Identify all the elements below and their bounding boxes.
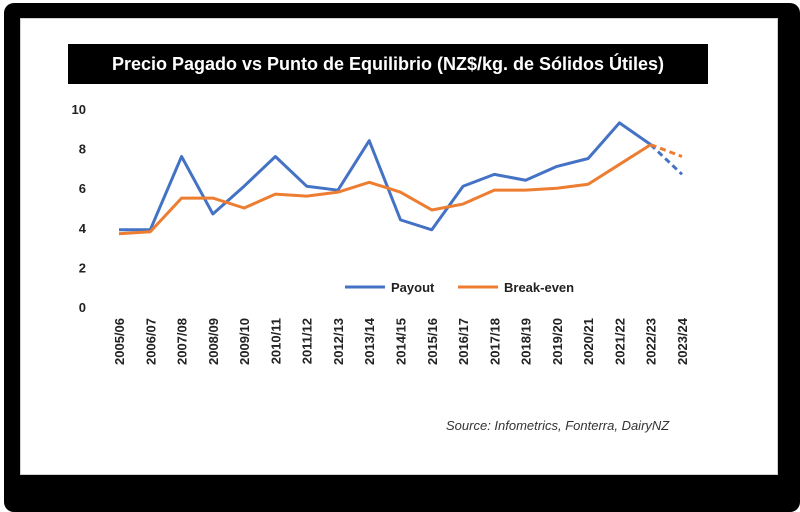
x-tick-label: 2010/11	[268, 318, 283, 364]
chart-title: Precio Pagado vs Punto de Equilibrio (NZ…	[68, 44, 708, 84]
x-tick-label: 2014/15	[394, 318, 409, 365]
x-tick-label: 2008/09	[206, 318, 221, 365]
y-tick-label: 10	[72, 102, 86, 117]
x-tick-label: 2018/19	[519, 318, 534, 365]
y-tick-label: 0	[79, 300, 86, 315]
y-tick-label: 2	[79, 260, 86, 275]
x-tick-label: 2016/17	[456, 318, 471, 365]
x-tick-label: 2020/21	[581, 318, 596, 365]
legend-label: Break-even	[504, 280, 574, 295]
series-line-payout	[119, 121, 652, 232]
y-tick-label: 4	[79, 221, 87, 236]
x-tick-label: 2015/16	[425, 318, 440, 365]
source-note: Source: Infometrics, Fonterra, DairyNZ	[446, 418, 670, 433]
y-tick-label: 8	[79, 142, 86, 157]
x-tick-label: 2023/24	[675, 317, 690, 365]
series-line-break-even	[118, 143, 652, 236]
x-tick-label: 2019/20	[550, 318, 565, 365]
x-tick-label: 2009/10	[237, 318, 252, 365]
x-tick-label: 2021/22	[612, 318, 627, 365]
x-tick-label: 2005/06	[112, 318, 127, 365]
x-tick-label: 2007/08	[175, 318, 190, 365]
x-tick-label: 2022/23	[644, 318, 659, 365]
chart-card	[20, 18, 778, 475]
x-tick-label: 2012/13	[331, 318, 346, 365]
x-tick-label: 2011/12	[300, 318, 315, 364]
x-tick-label: 2006/07	[143, 318, 158, 365]
y-tick-label: 6	[79, 181, 86, 196]
series-projection-payout	[649, 143, 684, 176]
legend-label: Payout	[391, 280, 435, 295]
x-tick-label: 2017/18	[487, 318, 502, 365]
x-tick-label: 2013/14	[362, 317, 377, 365]
series-projection-break-even	[650, 143, 683, 158]
